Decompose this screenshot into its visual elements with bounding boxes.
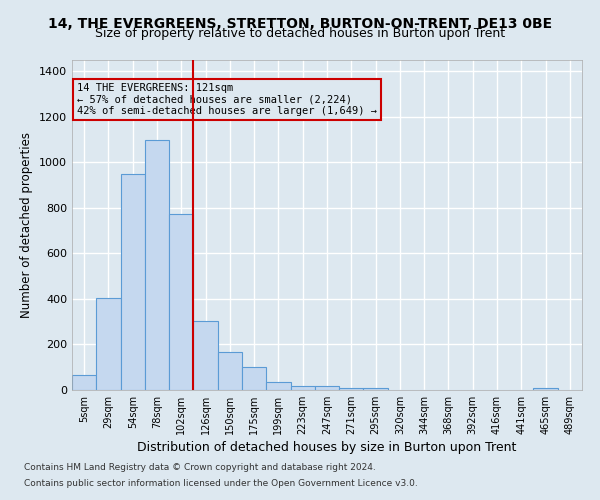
Bar [533, 388, 558, 390]
Bar [364, 388, 388, 390]
Bar [169, 214, 193, 390]
Bar [266, 382, 290, 390]
Text: 14 THE EVERGREENS: 121sqm
← 57% of detached houses are smaller (2,224)
42% of se: 14 THE EVERGREENS: 121sqm ← 57% of detac… [77, 83, 377, 116]
Bar [315, 386, 339, 390]
Bar [72, 375, 96, 390]
Text: Contains public sector information licensed under the Open Government Licence v3: Contains public sector information licen… [24, 478, 418, 488]
Y-axis label: Number of detached properties: Number of detached properties [20, 132, 34, 318]
Bar [290, 386, 315, 390]
Bar [339, 388, 364, 390]
X-axis label: Distribution of detached houses by size in Burton upon Trent: Distribution of detached houses by size … [137, 441, 517, 454]
Text: 14, THE EVERGREENS, STRETTON, BURTON-ON-TRENT, DE13 0BE: 14, THE EVERGREENS, STRETTON, BURTON-ON-… [48, 18, 552, 32]
Text: Contains HM Land Registry data © Crown copyright and database right 2024.: Contains HM Land Registry data © Crown c… [24, 464, 376, 472]
Bar [145, 140, 169, 390]
Bar [193, 320, 218, 390]
Text: Size of property relative to detached houses in Burton upon Trent: Size of property relative to detached ho… [95, 28, 505, 40]
Bar [96, 298, 121, 390]
Bar [242, 367, 266, 390]
Bar [218, 352, 242, 390]
Bar [121, 174, 145, 390]
